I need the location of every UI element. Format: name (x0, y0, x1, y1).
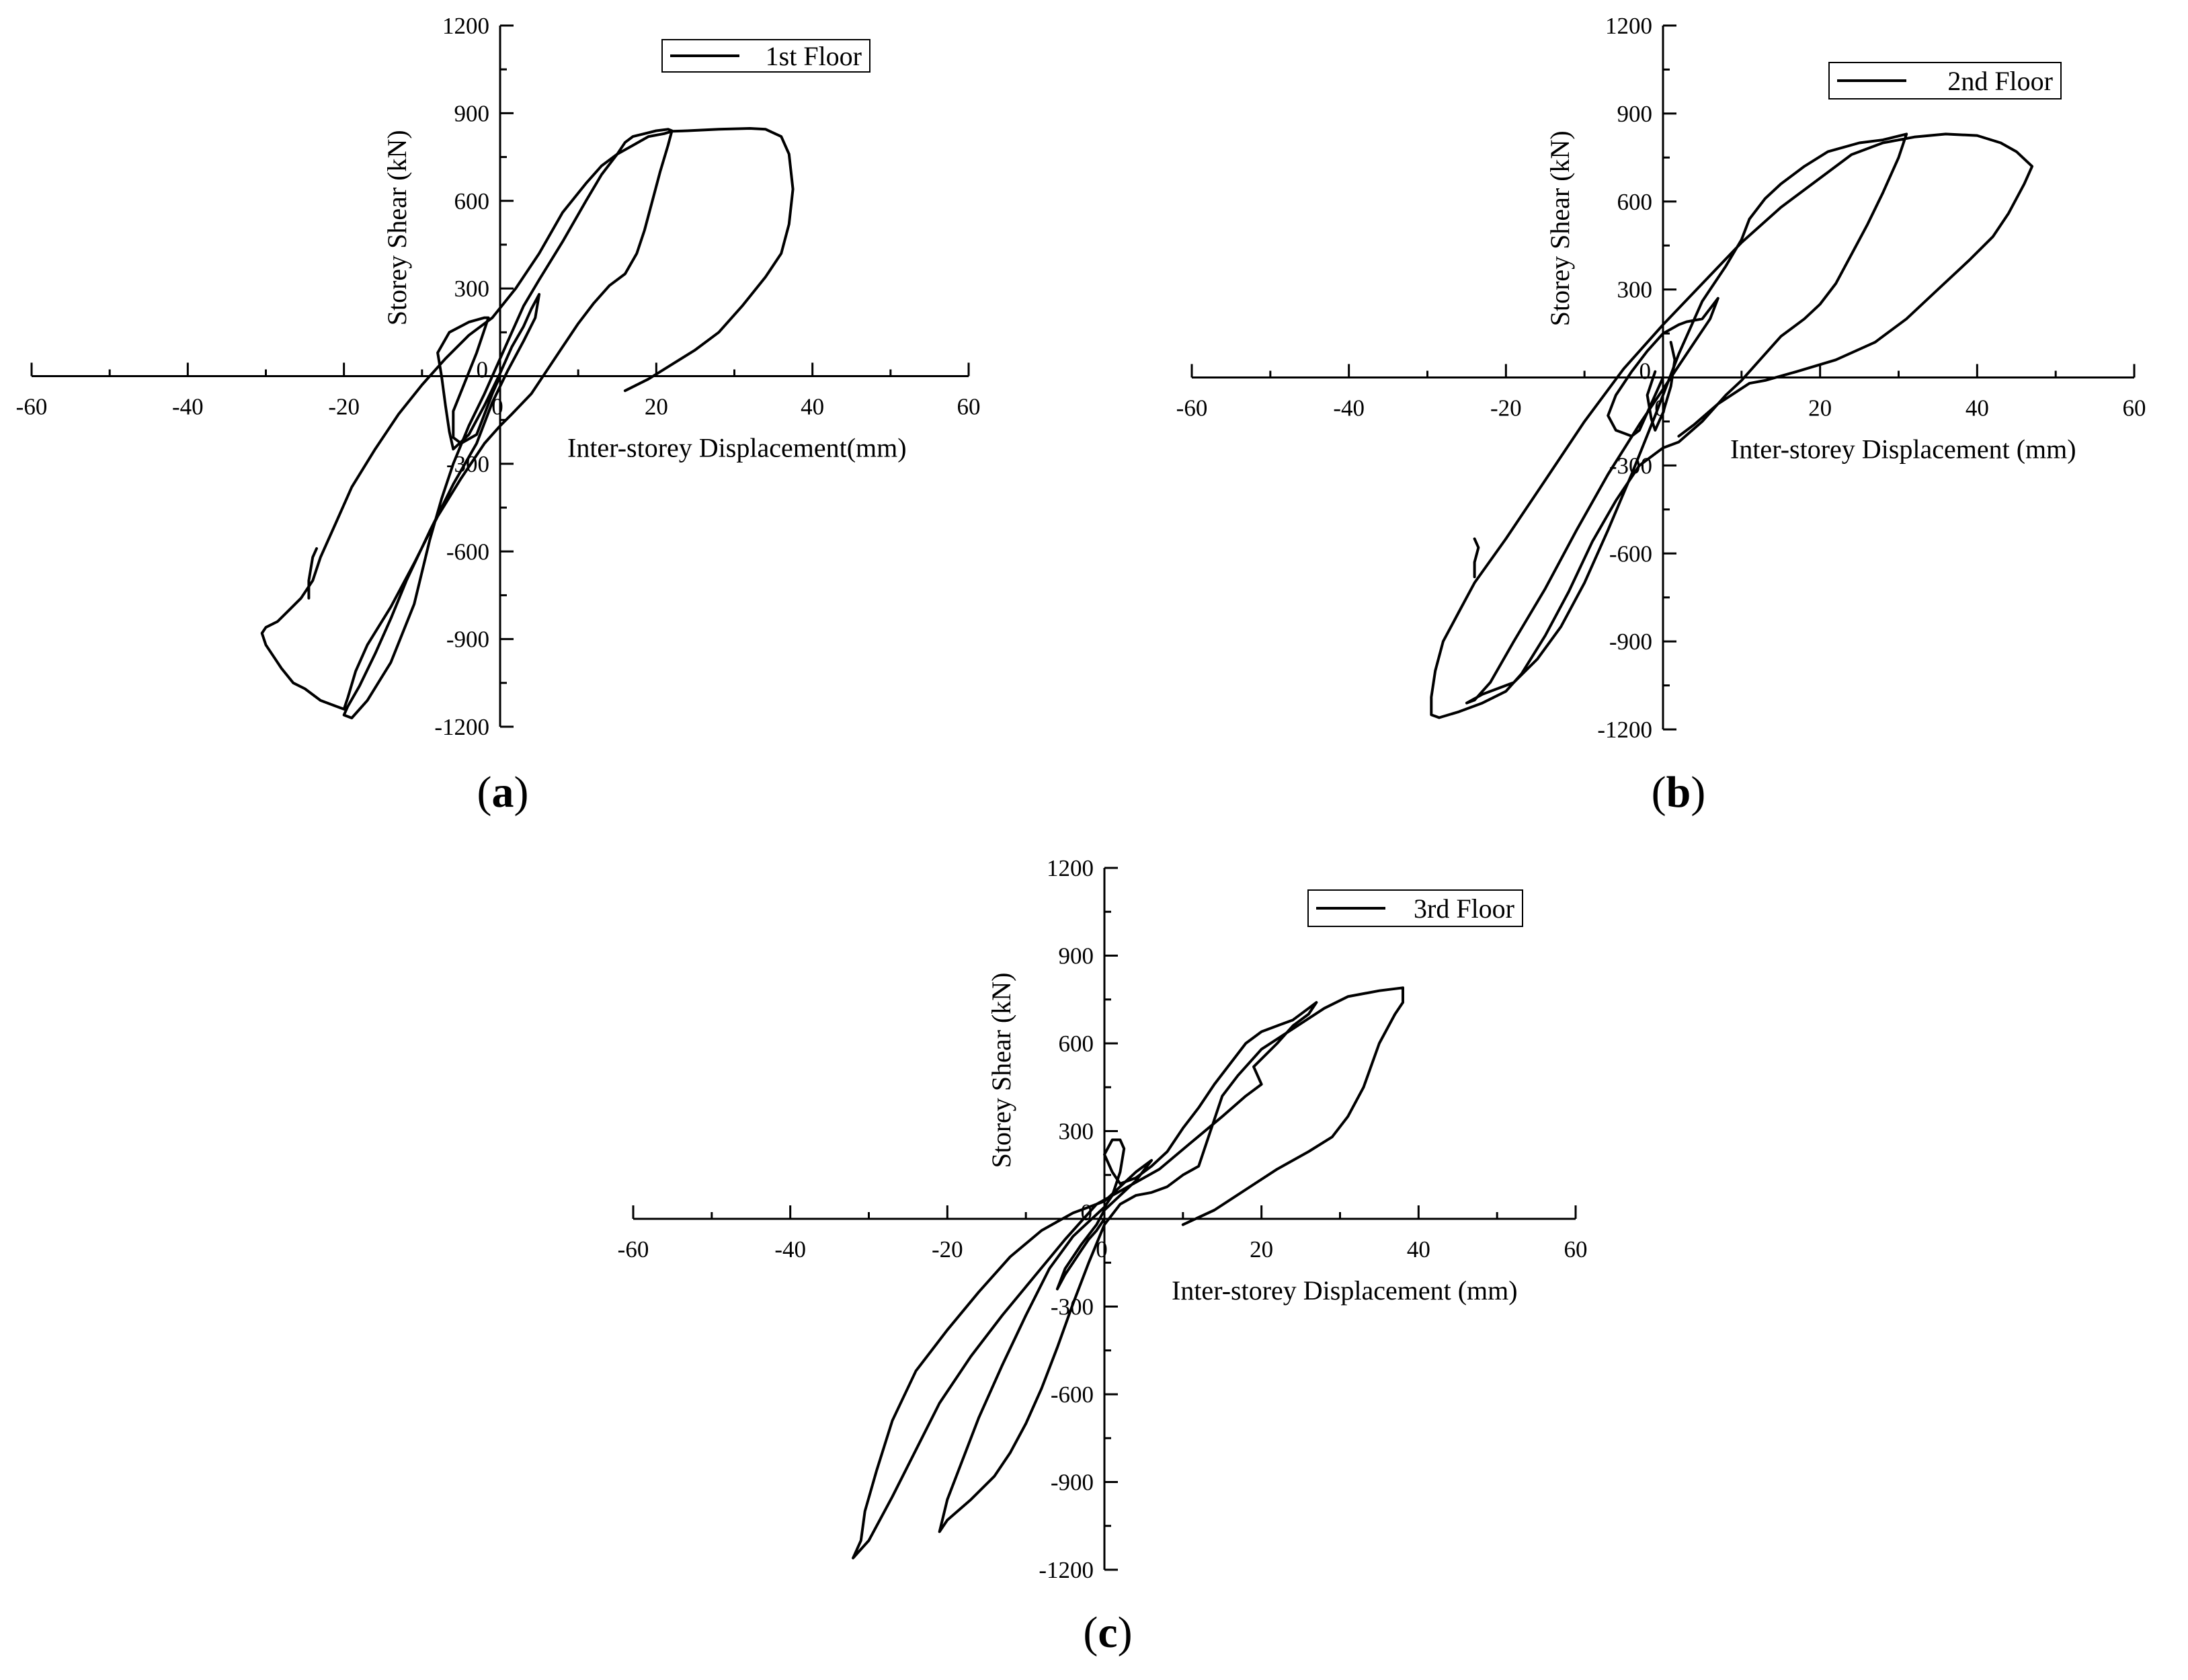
panel-label: (b) (1652, 768, 1706, 817)
y-tick-label: 1200 (1047, 855, 1094, 881)
x-tick-label: 20 (645, 394, 668, 420)
y-tick-label: -1200 (1597, 717, 1652, 743)
panel-c: -60 -40 -20 0 20 40 6012009006003000-300-600-9… (618, 855, 1588, 1657)
y-tick-label: 900 (454, 100, 490, 126)
x-tick-label: 20 (1808, 395, 1832, 422)
y-tick-label: -900 (1051, 1470, 1094, 1496)
x-tick-label: -40 (172, 394, 204, 420)
legend: 1st Floor (661, 39, 870, 73)
x-tick-label: 60 (957, 394, 981, 420)
y-tick-label: -1200 (1039, 1557, 1094, 1583)
y-axis-title: Storey Shear (kN) (1545, 130, 1575, 326)
y-tick-label: 600 (1617, 189, 1653, 215)
hysteresis-curve (1430, 132, 2034, 719)
x-tick-label: -60 (1176, 395, 1208, 422)
legend-label: 3rd Floor (1414, 893, 1514, 924)
panel-a: -60 -40 -20 0 20 40 6012009006003000-300-600-9… (16, 13, 981, 817)
y-tick-label: -900 (446, 627, 489, 653)
y-tick-label: 1200 (442, 13, 489, 39)
y-tick-label: 900 (1617, 101, 1653, 127)
panel-letter: a (492, 768, 514, 817)
y-tick-label: 600 (1059, 1031, 1094, 1057)
x-tick-label: 0 (1096, 1236, 1108, 1263)
y-tick-label: 0 (477, 357, 489, 383)
x-tick-label: 60 (1564, 1236, 1588, 1263)
y-tick-label: 0 (1639, 358, 1652, 385)
y-tick-label: 300 (1059, 1119, 1094, 1145)
y-tick-label: -900 (1609, 629, 1652, 655)
hysteresis-curve (852, 986, 1404, 1560)
x-tick-label: 40 (1966, 395, 1989, 422)
hysteresis-curve (1473, 537, 1480, 579)
y-tick-label: -600 (446, 538, 489, 565)
x-axis-title: Inter-storey Displacement (mm) (1172, 1275, 1518, 1306)
x-tick-label: -40 (774, 1236, 806, 1263)
x-axis-title: Inter-storey Displacement(mm) (567, 433, 907, 463)
panel-letter: b (1666, 768, 1691, 817)
legend-label: 1st Floor (766, 41, 862, 71)
y-tick-label: 300 (454, 276, 490, 302)
x-tick-label: 20 (1250, 1236, 1273, 1263)
panel-label: (a) (477, 768, 529, 817)
y-axis-title: Storey Shear (kN) (382, 130, 412, 325)
y-tick-label: 1200 (1605, 13, 1652, 39)
x-axis-title: Inter-storey Displacement (mm) (1730, 434, 2076, 465)
y-tick-label: -600 (1051, 1382, 1094, 1408)
y-tick-label: -600 (1609, 541, 1652, 567)
x-tick-label: -20 (328, 394, 360, 420)
hysteresis-curve (1646, 341, 1676, 432)
legend-label: 2nd Floor (1947, 66, 2053, 96)
x-tick-label: -60 (16, 394, 48, 420)
legend: 2nd Floor (1828, 62, 2062, 99)
y-tick-label: 600 (454, 188, 490, 214)
y-axis-title: Storey Shear (kN) (986, 972, 1016, 1168)
panel-label: (c) (1083, 1608, 1132, 1657)
x-tick-label: -60 (618, 1236, 649, 1263)
panel-b: -60 -40 -20 0 20 40 6012009006003000-300-600-9… (1176, 13, 2146, 817)
legend: 3rd Floor (1307, 889, 1523, 927)
x-tick-label: 60 (2123, 395, 2146, 422)
panel-letter: c (1098, 1608, 1117, 1657)
legend-box (1828, 62, 2062, 99)
hysteresis-curve (307, 547, 318, 600)
y-tick-label: -1200 (434, 714, 489, 740)
hysteresis-curve (260, 127, 795, 719)
y-tick-label: 900 (1059, 943, 1094, 969)
x-tick-label: -20 (932, 1236, 963, 1263)
x-tick-label: 40 (1407, 1236, 1430, 1263)
x-tick-label: -40 (1333, 395, 1365, 422)
y-tick-label: 300 (1617, 277, 1653, 303)
x-tick-label: -20 (1490, 395, 1522, 422)
x-tick-label: 40 (801, 394, 824, 420)
